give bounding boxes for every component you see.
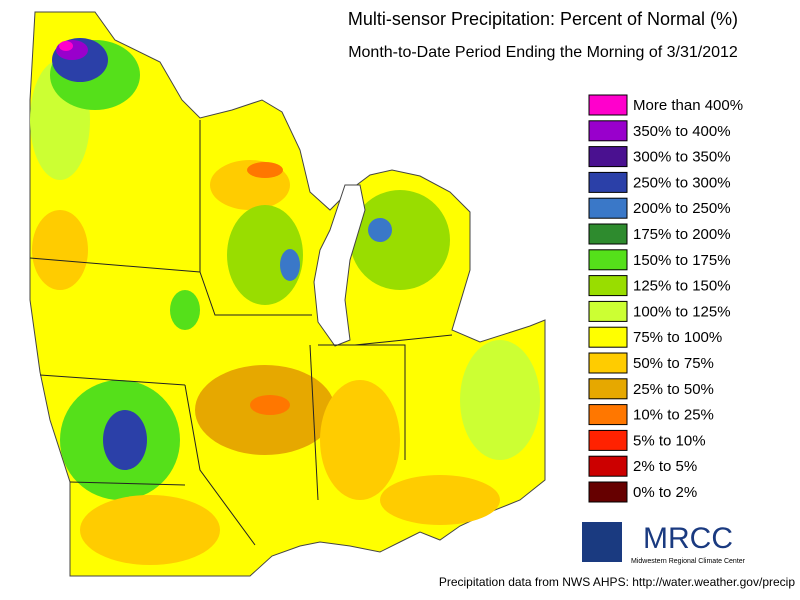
area [170, 290, 200, 330]
legend-swatch [588, 352, 628, 374]
legend-label: 75% to 100% [633, 329, 722, 346]
legend-swatch [588, 146, 628, 168]
legend-label: 50% to 75% [633, 355, 714, 372]
legend-label: 150% to 175% [633, 252, 731, 269]
area [103, 410, 147, 470]
legend-swatch [588, 249, 628, 271]
area [250, 395, 290, 415]
title: Multi-sensor Precipitation: Percent of N… [348, 9, 738, 29]
border [199, 271, 312, 316]
border [309, 344, 319, 501]
area [380, 475, 500, 525]
state-borders [29, 120, 453, 546]
border [39, 374, 186, 386]
legend-swatch [588, 481, 628, 503]
legend-swatch [588, 275, 628, 297]
legend-label: More than 400% [633, 97, 743, 114]
legend-swatch [588, 171, 628, 193]
legend-swatch [588, 429, 628, 451]
legend-swatch [588, 197, 628, 219]
border [184, 384, 256, 546]
border [318, 344, 406, 460]
map [29, 11, 546, 577]
legend-label: 350% to 400% [633, 123, 731, 140]
legend-label: 100% to 125% [633, 303, 731, 320]
precip-areas [30, 38, 540, 565]
border [354, 334, 453, 346]
legend-label: 25% to 50% [633, 381, 714, 398]
legend-swatch [588, 326, 628, 348]
legend-label: 2% to 5% [633, 458, 697, 475]
subtitle: Month-to-Date Period Ending the Morning … [348, 44, 738, 61]
logo-icon [582, 522, 622, 562]
area [280, 249, 300, 281]
area [350, 190, 450, 290]
legend-label: 200% to 250% [633, 200, 731, 217]
border [29, 257, 201, 273]
legend-label: 5% to 10% [633, 432, 706, 449]
logo-name: MRCC [643, 522, 733, 555]
logo-full-name: Midwestern Regional Climate Center [631, 558, 746, 565]
lake-michigan [313, 184, 366, 347]
area [59, 41, 73, 51]
legend-label: 300% to 350% [633, 149, 731, 166]
border [69, 481, 186, 486]
legend-swatch [588, 120, 628, 142]
legend-label: 0% to 2% [633, 484, 697, 501]
legend-label: 250% to 300% [633, 174, 731, 191]
legend-swatch [588, 223, 628, 245]
area [460, 340, 540, 460]
area [247, 162, 283, 178]
legend: More than 400% 350% to 400% 300% to 350% 25… [588, 94, 743, 503]
area [80, 495, 220, 565]
legend-swatch [588, 300, 628, 322]
logo: MRCC Midwestern Regional Climate Center [582, 522, 746, 565]
footer-source: Precipitation data from NWS AHPS: http:/… [439, 575, 795, 589]
area [32, 210, 88, 290]
area [320, 380, 400, 500]
legend-label: 10% to 25% [633, 407, 714, 424]
legend-swatch [588, 404, 628, 426]
legend-swatch [588, 455, 628, 477]
area [227, 205, 303, 305]
legend-swatch [588, 378, 628, 400]
legend-label: 175% to 200% [633, 226, 731, 243]
legend-label: 125% to 150% [633, 278, 731, 295]
area [368, 218, 392, 242]
legend-swatch [588, 94, 628, 116]
